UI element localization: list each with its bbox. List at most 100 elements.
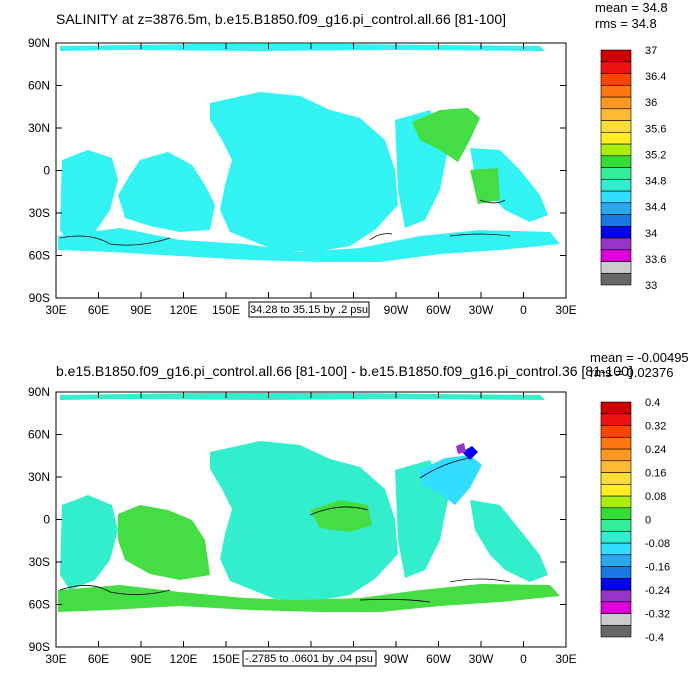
bottom-ocean-blue [462, 446, 478, 460]
top-ocean-field [58, 44, 560, 262]
bottom-range-box [242, 650, 377, 667]
top-map [55, 42, 567, 299]
bottom-cb-label: 0.32 [645, 421, 666, 433]
top-xtick-label: 60E [88, 303, 109, 317]
top-colorbar: 37 36.4 36 35.6 35.2 34.8 34.4 34 33.6 33 [600, 45, 666, 292]
top-cb-label: 35.2 [645, 149, 666, 161]
bottom-cb-label: 0.24 [645, 444, 666, 456]
bottom-cb-swatch [600, 554, 632, 567]
bottom-cb-swatch [600, 413, 632, 426]
bottom-ocean-indian [118, 505, 210, 580]
bottom-ocean-atlantic [420, 455, 482, 505]
bottom-xtick-label: 90E [130, 652, 151, 666]
bottom-contour-4 [309, 506, 369, 516]
bottom-cb-label: 0.08 [645, 491, 666, 503]
bottom-ytick-label: 90S [29, 640, 50, 654]
bottom-ocean-pacific [210, 441, 398, 601]
top-mean: mean = 34.8 [595, 0, 668, 15]
bottom-cb-swatch [600, 425, 632, 438]
bottom-contour-1 [59, 585, 171, 595]
top-cb-swatch [600, 237, 632, 251]
bottom-xtick-label: 90W [384, 652, 409, 666]
bottom-cb-swatch [600, 472, 632, 485]
top-cb-label: 36.4 [645, 71, 666, 83]
top-contour-4 [479, 199, 506, 204]
bottom-cb-label: -0.32 [645, 609, 670, 621]
bottom-arctic [60, 393, 545, 400]
bottom-cb-swatch [600, 401, 632, 415]
top-ytick-label: 30S [29, 206, 50, 220]
bottom-xtick-label: 30E [555, 652, 576, 666]
top-cb-swatch [600, 120, 632, 133]
top-cb-swatch [600, 167, 632, 180]
bottom-cb-swatch [600, 460, 632, 473]
bottom-cb-swatch [600, 577, 632, 591]
bottom-cb-swatch [600, 530, 632, 544]
bottom-cb-swatch [600, 483, 632, 497]
bottom-cb-swatch [600, 566, 632, 579]
top-xtick-label: 30W [469, 303, 494, 317]
top-cb-swatch [600, 190, 632, 204]
top-xtick-label: 90W [384, 303, 409, 317]
bottom-xtick-label: 120E [169, 652, 197, 666]
top-contour-1 [59, 235, 171, 246]
top-ocean-west [60, 150, 118, 245]
top-cb-label: 33 [645, 280, 657, 292]
top-contour-3 [449, 233, 511, 237]
bottom-cb-swatch [600, 601, 632, 614]
top-cb-label: 35.6 [645, 123, 666, 135]
bottom-xtick-label: 150E [212, 652, 240, 666]
top-cb-swatch [600, 261, 632, 274]
bottom-ytick-label: 60N [28, 428, 50, 442]
top-ytick-label: 60N [28, 79, 50, 93]
top-cb-swatch [600, 202, 632, 215]
top-contour-2 [369, 233, 393, 241]
top-cb-swatch [600, 143, 632, 157]
bottom-ytick-label: 60S [29, 598, 50, 612]
top-cb-label: 37 [645, 45, 657, 57]
top-cb-swatch [600, 225, 632, 239]
bottom-contour-3 [419, 457, 471, 479]
bottom-contour-2 [449, 578, 511, 583]
top-cb-swatch [600, 108, 632, 121]
top-ocean-atlantic [470, 148, 548, 222]
bottom-contour-5 [359, 598, 431, 603]
top-xtick-label: 30E [555, 303, 576, 317]
top-cb-swatch [600, 49, 632, 63]
bottom-title: b.e15.B1850.f09_g16.pi_control.all.66 [8… [56, 363, 633, 379]
top-title: SALINITY at z=3876.5m, b.e15.B1850.f09_g… [56, 11, 506, 27]
bottom-xtick-label: 60W [426, 652, 451, 666]
top-xtick-label: 30E [45, 303, 66, 317]
top-cb-swatch [600, 272, 632, 286]
top-ytick-label: 90N [28, 36, 50, 50]
top-cb-swatch [600, 155, 632, 168]
bottom-xtick-label: 0 [520, 652, 527, 666]
top-range-box [248, 301, 370, 318]
top-ocean-indian [118, 152, 215, 232]
bottom-ytick-label: 0 [43, 513, 50, 527]
bottom-rms: rms = 0.02376 [590, 365, 673, 380]
top-cb-swatch [600, 84, 632, 98]
bottom-cb-swatch [600, 495, 632, 509]
top-ocean-southern [58, 228, 560, 262]
top-cb-label: 34.4 [645, 202, 666, 214]
bottom-ocean-atlantic-s [470, 500, 548, 582]
top-cb-label: 34 [645, 228, 657, 240]
bottom-ocean-southern [58, 584, 560, 612]
top-xtick-label: 0 [520, 303, 527, 317]
top-cb-swatch [600, 249, 632, 262]
bottom-cb-label: -0.08 [645, 538, 670, 550]
top-xtick-label: 90E [130, 303, 151, 317]
top-ocean-pacific [210, 92, 398, 252]
bottom-mean: mean = -0.00495 [590, 350, 689, 365]
top-ocean-green1 [412, 108, 480, 162]
top-cb-swatch [600, 214, 632, 227]
bottom-colorbar: 0.4 0.32 0.24 0.16 0.08 0 -0.08 -0.16 -0.24 -0.32… [600, 397, 670, 644]
bottom-cb-label: -0.24 [645, 585, 670, 597]
top-ytick-label: 0 [43, 164, 50, 178]
bottom-cb-swatch [600, 519, 632, 532]
bottom-cb-label: 0.4 [645, 397, 660, 409]
bottom-xtick-label: 60E [88, 652, 109, 666]
bottom-ocean-field [58, 393, 560, 612]
